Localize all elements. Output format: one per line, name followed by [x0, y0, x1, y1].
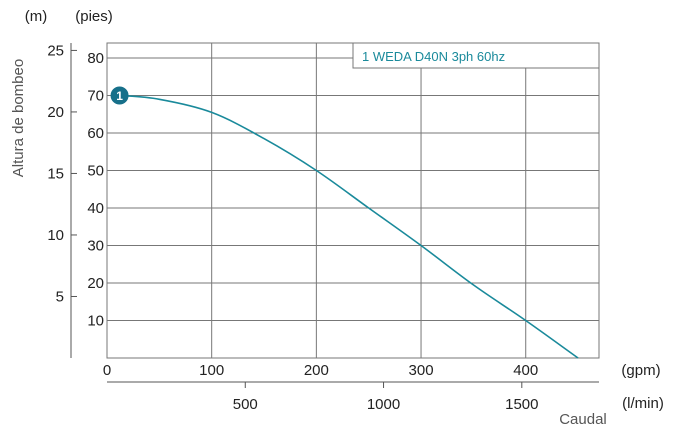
feet-tick-60: 60: [87, 125, 104, 142]
lmin-tick-500: 500: [233, 396, 258, 413]
meters-unit-label: (m): [25, 8, 48, 25]
series-line-weda-d40n: [119, 94, 579, 359]
meters-tick-15: 15: [47, 165, 64, 182]
lmin-unit-label: (l/min): [622, 395, 664, 412]
lmin-tick-1500: 1500: [505, 396, 538, 413]
gpm-tick-200: 200: [304, 362, 329, 379]
meters-tick-20: 20: [47, 104, 64, 121]
feet-tick-20: 20: [87, 275, 104, 292]
gpm-tick-400: 400: [513, 362, 538, 379]
horizontal-gridlines: [107, 57, 599, 321]
plot-frame: [106, 42, 600, 359]
gpm-tick-100: 100: [199, 362, 224, 379]
feet-unit-label: (pies): [75, 8, 113, 25]
marker-number: 1: [116, 89, 123, 103]
legend-entry-weda-d40n: 1 WEDA D40N 3ph 60hz: [362, 49, 505, 64]
gpm-unit-label: (gpm): [621, 362, 660, 379]
meters-axis-ticks: 5 10 15 20 25: [47, 42, 77, 305]
feet-tick-40: 40: [87, 200, 104, 217]
feet-axis-tick-labels: 10 20 30 40 50 60 70 80: [87, 50, 104, 330]
gpm-axis-tick-labels: 0 100 200 300 400: [103, 362, 538, 379]
curve-number-marker: 1: [110, 86, 129, 105]
feet-tick-80: 80: [87, 50, 104, 67]
meters-tick-5: 5: [56, 288, 64, 305]
vertical-gridlines: [211, 43, 527, 358]
feet-tick-70: 70: [87, 88, 104, 105]
feet-tick-10: 10: [87, 313, 104, 330]
gpm-tick-300: 300: [409, 362, 434, 379]
legend-box: [352, 42, 600, 69]
x-axis-title: Caudal: [559, 411, 607, 428]
feet-tick-50: 50: [87, 163, 104, 180]
meters-tick-25: 25: [47, 42, 64, 59]
gpm-tick-0: 0: [103, 362, 111, 379]
feet-tick-30: 30: [87, 238, 104, 255]
y-axis-title: Altura de bombeo: [10, 59, 27, 177]
marker-circle: [110, 86, 129, 105]
meters-tick-10: 10: [47, 227, 64, 244]
lmin-axis-ticks: 500 1000 1500: [233, 382, 538, 413]
lmin-tick-1000: 1000: [367, 396, 400, 413]
